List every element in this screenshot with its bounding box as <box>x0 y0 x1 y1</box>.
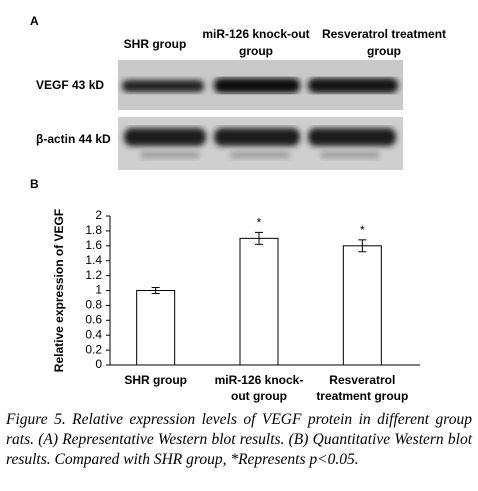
caption: Figure 5. Relative expression levels of … <box>6 411 472 468</box>
y-tick-label: 0.6 <box>85 312 102 326</box>
bar <box>342 245 382 366</box>
panel-label: A <box>30 14 39 28</box>
x-tick-label: SHR group <box>124 373 187 387</box>
column-header: miR-126 knock-out <box>202 27 309 41</box>
column-header: Resveratrol treatment <box>322 27 446 41</box>
bar <box>136 290 176 366</box>
bar <box>239 237 279 366</box>
y-tick-label: 1.4 <box>85 253 102 267</box>
figure: A SHR group miR-126 knock-out group Resverat… <box>30 14 446 403</box>
y-tick-label: 0.2 <box>85 342 102 356</box>
significance-mark: * <box>360 223 365 237</box>
y-tick-label: 1.6 <box>85 238 102 252</box>
significance-mark: * <box>257 216 262 230</box>
y-tick-label: 2 <box>95 208 102 222</box>
bands <box>122 78 398 93</box>
column-header: SHR group <box>124 37 187 51</box>
column-header: group <box>367 44 401 58</box>
y-tick-label: 1.8 <box>85 223 102 237</box>
row-label: VEGF 43 kD <box>36 78 104 92</box>
column-header: group <box>239 44 273 58</box>
y-tick-label: 1.2 <box>85 268 102 282</box>
panel-label: B <box>30 177 39 191</box>
bands <box>124 128 396 158</box>
y-tick-label: 1 <box>95 283 102 297</box>
y-tick-label: 0.4 <box>85 327 102 341</box>
x-tick-label: out group <box>231 389 287 403</box>
row-label: β-actin 44 kD <box>36 132 111 146</box>
x-tick-label: treatment group <box>316 389 408 403</box>
x-tick-label: miR-126 knock- <box>215 373 304 387</box>
x-tick-label: Resveratrol <box>329 373 395 387</box>
y-axis-title: Relative expression of VEGF <box>52 209 66 372</box>
y-tick-label: 0 <box>95 357 102 371</box>
y-tick-label: 0.8 <box>85 298 102 312</box>
